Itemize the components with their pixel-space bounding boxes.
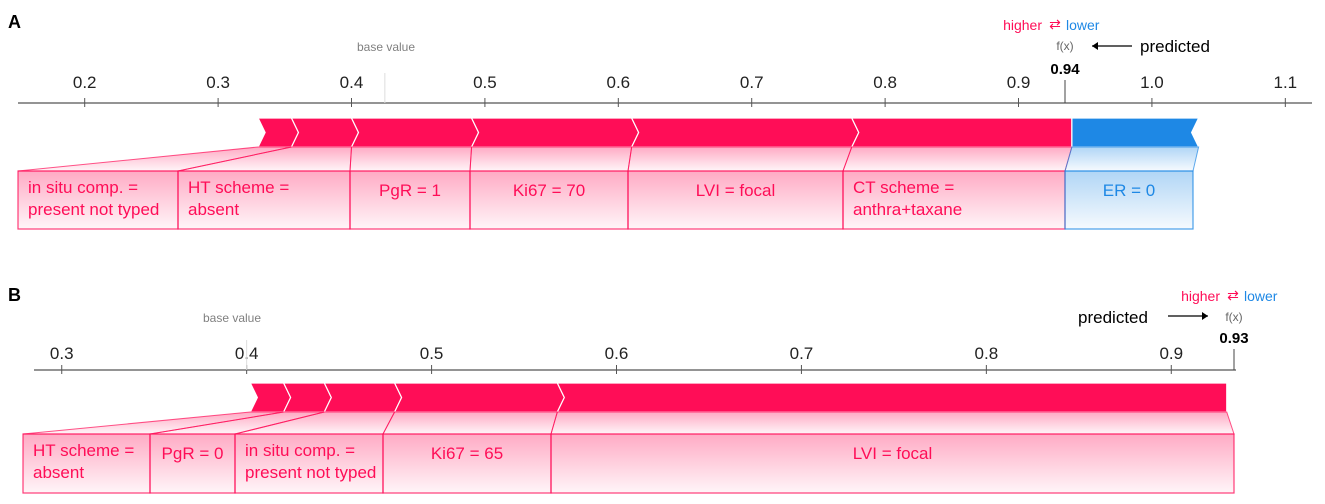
predicted-label: predicted: [1140, 37, 1210, 56]
feature-label: HT scheme =: [188, 178, 289, 197]
feature-label-box: [842, 170, 1066, 230]
feature-label: HT scheme =: [33, 441, 134, 460]
x-tick-label: 0.8: [873, 73, 897, 92]
positive-force-segment: [257, 117, 300, 148]
panel-b-label: B: [8, 285, 21, 305]
feature-label: present not typed: [28, 200, 159, 219]
feature-connector: [349, 146, 473, 172]
lower-label: lower: [1244, 288, 1278, 304]
lower-label: lower: [1066, 17, 1100, 33]
positive-force-segment: [350, 117, 480, 148]
x-tick-label: 0.3: [206, 73, 230, 92]
feature-label: CT scheme =: [853, 178, 954, 197]
x-tick-label: 1.0: [1140, 73, 1164, 92]
predicted-label: predicted: [1078, 308, 1148, 327]
x-tick-label: 0.7: [790, 344, 814, 363]
feature-label-box: [349, 170, 471, 230]
positive-force-segment: [556, 382, 1228, 413]
feature-label-box: [382, 433, 552, 494]
feature-label: PgR = 1: [379, 181, 441, 200]
positive-force-segment: [630, 117, 860, 148]
feature-label: in situ comp. =: [245, 441, 355, 460]
feature-label-box: [469, 170, 629, 230]
feature-label-box: [149, 433, 236, 494]
feature-connector: [550, 411, 1235, 435]
x-tick-label: 0.9: [1159, 344, 1183, 363]
feature-label: absent: [188, 200, 239, 219]
positive-force-segment: [282, 382, 332, 413]
force-plot-a: 0.2 0.3 0.4 0.5 0.6 0.7 0.8 0.9 1.0 1.1 base value…: [17, 16, 1312, 230]
fx-value: 0.94: [1050, 61, 1080, 78]
feature-label: PgR = 0: [162, 444, 224, 463]
feature-label-box: [550, 433, 1235, 494]
feature-connector: [627, 146, 853, 172]
feature-connector: [842, 146, 1073, 172]
feature-label: present not typed: [245, 463, 376, 482]
x-tick-label: 0.9: [1007, 73, 1031, 92]
predicted-arrowhead-icon: [1202, 312, 1208, 320]
feature-label-box: [177, 170, 351, 230]
positive-force-segment: [323, 382, 403, 413]
positive-force-segment: [470, 117, 640, 148]
predicted-arrowhead-icon: [1092, 42, 1098, 50]
positive-force-segment: [850, 117, 1073, 148]
base-value-label: base value: [203, 311, 261, 325]
fx-label: f(x): [1225, 310, 1242, 324]
x-tick-label: 0.2: [73, 73, 97, 92]
feature-label: LVI = focal: [696, 181, 776, 200]
feature-connector: [382, 411, 558, 435]
x-tick-label: 0.8: [975, 344, 999, 363]
positive-force-segment: [290, 117, 360, 148]
x-tick-label: 0.5: [420, 344, 444, 363]
feature-connector: [469, 146, 633, 172]
feature-label: in situ comp. =: [28, 178, 138, 197]
feature-label: Ki67 = 70: [513, 181, 585, 200]
feature-connector: [1064, 146, 1200, 172]
fx-value: 0.93: [1219, 330, 1248, 347]
panel-a-label: A: [8, 12, 21, 32]
higher-label: higher: [1003, 17, 1042, 33]
higher-label: higher: [1181, 288, 1220, 304]
feature-label: anthra+taxane: [853, 200, 962, 219]
positive-force-segment: [393, 382, 565, 413]
base-value-label: base value: [357, 40, 415, 54]
x-tick-label: 0.5: [473, 73, 497, 92]
feature-label-box: [1064, 170, 1194, 230]
x-tick-label: 1.1: [1273, 73, 1297, 92]
feature-label-box: [234, 433, 384, 494]
positive-force-segment: [249, 382, 292, 413]
feature-label: ER = 0: [1103, 181, 1155, 200]
fx-label: f(x): [1056, 39, 1073, 53]
swap-arrows-icon: ⇄: [1049, 16, 1061, 32]
swap-arrows-icon: ⇄: [1227, 287, 1239, 303]
x-tick-label: 0.4: [340, 73, 364, 92]
negative-force-segment: [1071, 117, 1200, 148]
x-tick-label: 0.6: [605, 344, 629, 363]
feature-label-box: [627, 170, 844, 230]
x-tick-label: 0.3: [50, 344, 74, 363]
x-tick-label: 0.7: [740, 73, 764, 92]
feature-label: LVI = focal: [853, 444, 933, 463]
x-tick-label: 0.6: [606, 73, 630, 92]
feature-label-box: [22, 433, 151, 494]
feature-label: Ki67 = 65: [431, 444, 503, 463]
feature-label: absent: [33, 463, 84, 482]
